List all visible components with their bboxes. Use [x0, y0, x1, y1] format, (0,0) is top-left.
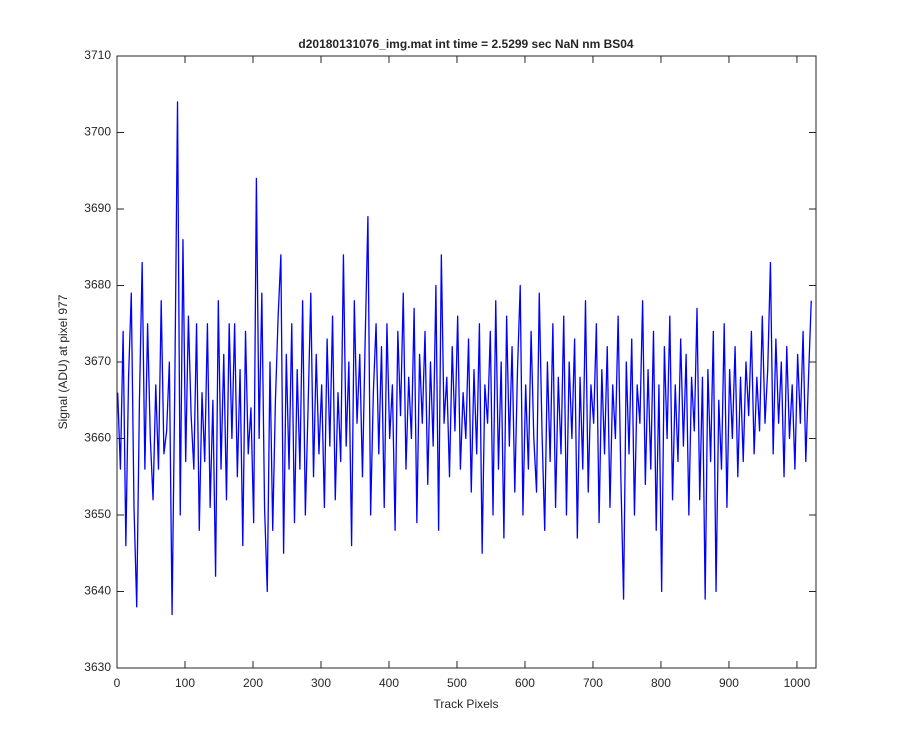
x-tick-label: 900: [719, 676, 739, 690]
x-tick-label: 100: [175, 676, 195, 690]
y-axis-label: Signal (ADU) at pixel 977: [56, 294, 70, 429]
y-tick-label: 3690: [84, 201, 111, 215]
x-tick-label: 1000: [784, 676, 811, 690]
y-tick-label: 3640: [84, 584, 111, 598]
x-tick-label: 500: [447, 676, 467, 690]
x-tick-label: 0: [114, 676, 121, 690]
x-tick-label: 300: [311, 676, 331, 690]
y-tick-label: 3670: [84, 354, 111, 368]
y-tick-label: 3700: [84, 125, 111, 139]
y-tick-label: 3710: [84, 48, 111, 62]
y-tick-label: 3660: [84, 431, 111, 445]
y-tick-label: 3630: [84, 660, 111, 674]
x-tick-label: 400: [379, 676, 399, 690]
plot-area: [116, 55, 817, 669]
x-tick-label: 800: [651, 676, 671, 690]
y-tick-label: 3650: [84, 507, 111, 521]
chart-title: d20180131076_img.mat int time = 2.5299 s…: [298, 37, 634, 51]
y-tick-label: 3680: [84, 278, 111, 292]
x-tick-label: 600: [515, 676, 535, 690]
x-axis-label: Track Pixels: [434, 697, 499, 711]
x-tick-label: 700: [583, 676, 603, 690]
x-tick-label: 200: [243, 676, 263, 690]
data-line: [117, 101, 812, 616]
